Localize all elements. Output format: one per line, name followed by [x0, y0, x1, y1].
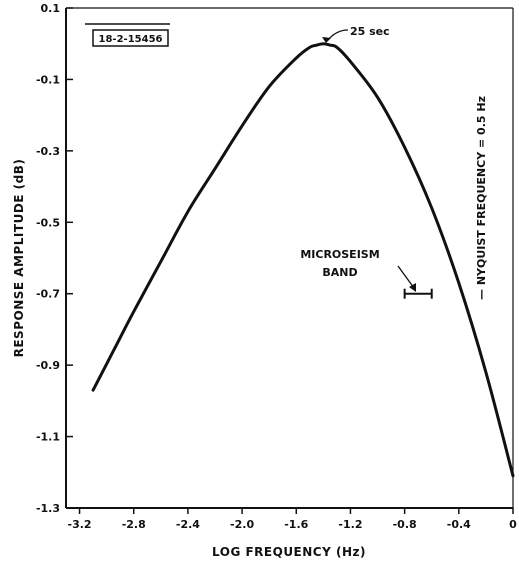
y-axis-title: RESPONSE AMPLITUDE (dB) [12, 159, 26, 358]
x-tick-label: 0 [509, 518, 517, 531]
y-tick-label: 0.1 [41, 2, 61, 15]
y-tick-label: -1.3 [36, 502, 60, 515]
microseism-band-marker [403, 288, 433, 299]
x-tick-label: -2.4 [176, 518, 200, 531]
plot-frame [65, 7, 514, 509]
y-ticks: 0.1 -0.1 -0.3 -0.5 -0.7 -0.9 -1.1 -1.3 [36, 2, 73, 515]
x-tick-label: -2.8 [122, 518, 146, 531]
x-axis-title: LOG FREQUENCY (Hz) [212, 545, 366, 559]
peak-annotation: 25 sec [322, 25, 390, 43]
x-tick-label: -2.0 [230, 518, 254, 531]
nyquist-label: — NYQUIST FREQUENCY = 0.5 Hz [475, 96, 488, 300]
y-tick-label: -0.9 [36, 359, 60, 372]
x-tick-label: -1.2 [338, 518, 362, 531]
x-tick-label: -3.2 [68, 518, 92, 531]
x-tick-label: -0.8 [393, 518, 417, 531]
figure-id-label: 18-2-15456 [99, 34, 163, 45]
x-tick-label: -0.4 [447, 518, 471, 531]
y-tick-label: -1.1 [36, 431, 60, 444]
x-ticks: -3.2 -2.8 -2.4 -2.0 -1.6 -1.2 -0.8 -0.4 0 [68, 508, 517, 531]
microseism-label-line2: BAND [322, 266, 357, 279]
figure-id-box: 18-2-15456 [85, 23, 170, 47]
response-curve [91, 42, 515, 478]
nyquist-annotation: — NYQUIST FREQUENCY = 0.5 Hz [475, 96, 488, 300]
peak-label: 25 sec [350, 25, 390, 38]
y-tick-label: -0.3 [36, 145, 60, 158]
microseism-annotation: MICROSEISM BAND [300, 248, 433, 299]
y-tick-label: -0.7 [36, 288, 60, 301]
y-tick-label: -0.5 [36, 216, 60, 229]
y-tick-label: -0.1 [36, 73, 60, 86]
microseism-label-line1: MICROSEISM [300, 248, 379, 261]
x-tick-label: -1.6 [284, 518, 308, 531]
